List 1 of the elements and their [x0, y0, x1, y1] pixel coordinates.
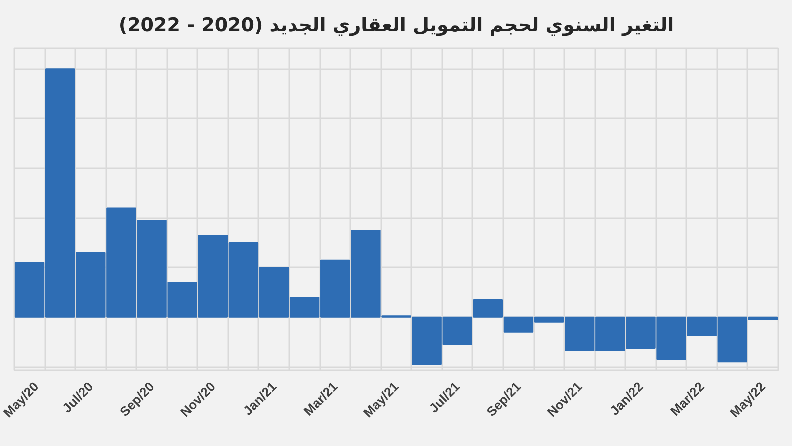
chart-title: التغير السنوي لحجم التمويل العقاري الجديد (2020 - 2022) — [118, 14, 674, 36]
